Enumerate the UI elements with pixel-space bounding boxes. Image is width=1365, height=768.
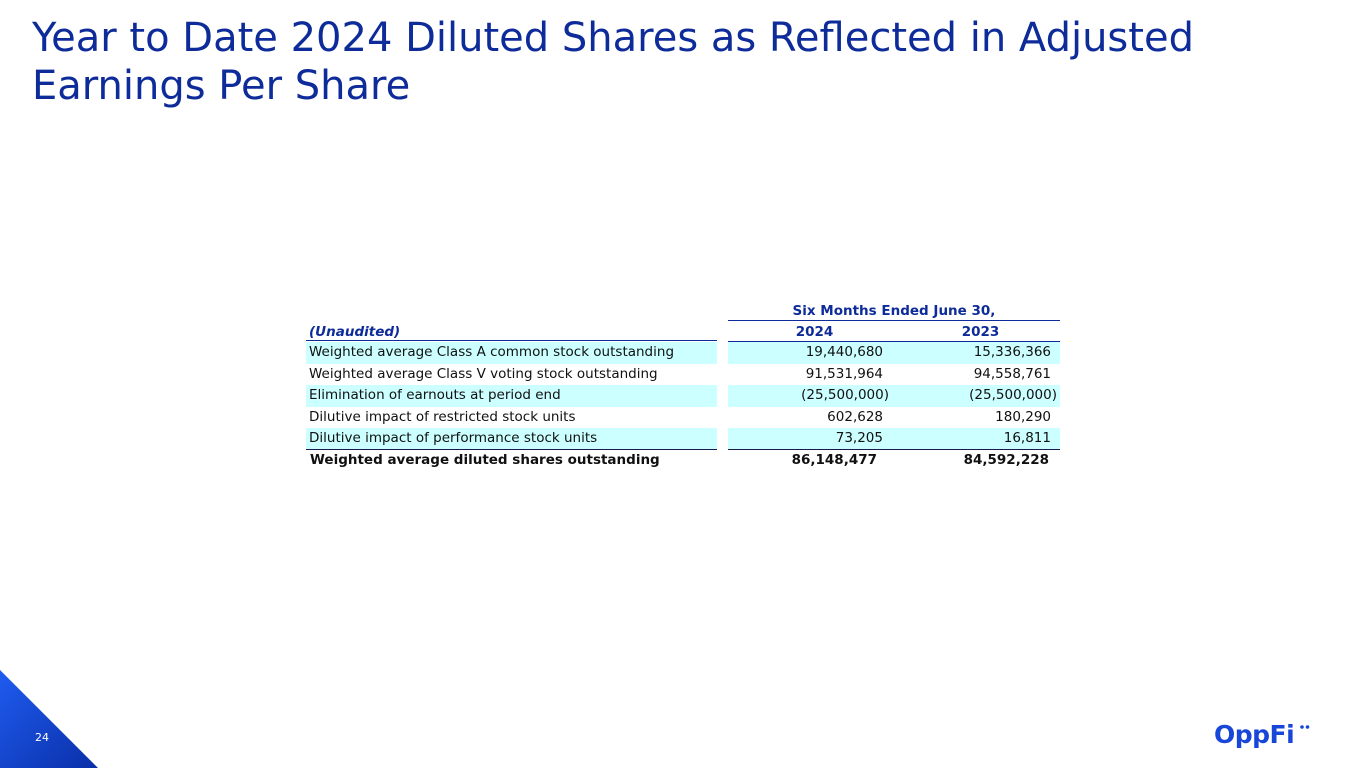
row-value-2024: 91,531,964 [805, 365, 883, 382]
table-row: Weighted average Class A common stock ou… [306, 342, 1060, 364]
year-header-2024: 2024 [728, 321, 901, 342]
total-label: Weighted average diluted shares outstand… [310, 451, 660, 468]
table-body: Weighted average Class A common stock ou… [306, 342, 1060, 471]
slide-title: Year to Date 2024 Diluted Shares as Refl… [32, 15, 1194, 109]
row-label: Elimination of earnouts at period end [306, 385, 717, 407]
row-value-2024: (25,500,000) [728, 385, 901, 407]
logo-dots-icon [1300, 725, 1310, 729]
row-label: Dilutive impact of restricted stock unit… [309, 408, 576, 425]
row-value-2024: 73,205 [728, 428, 901, 450]
unaudited-label: (Unaudited) [306, 321, 717, 341]
row-value-2024: 602,628 [827, 408, 883, 425]
row-label: Weighted average Class A common stock ou… [306, 342, 717, 364]
total-value-2023: 84,592,228 [963, 451, 1049, 468]
row-label: Dilutive impact of performance stock uni… [306, 428, 717, 450]
row-value-2023: (25,500,000) [901, 385, 1060, 407]
row-value-2024: 19,440,680 [728, 342, 901, 364]
table-row: Elimination of earnouts at period end (2… [306, 385, 1060, 407]
page-number: 24 [35, 731, 49, 744]
table-header-row: (Unaudited) 2024 2023 [306, 321, 1060, 342]
row-value-2023: 15,336,366 [901, 342, 1060, 364]
total-row: Weighted average diluted shares outstand… [306, 450, 1060, 472]
oppfi-logo: OppFi [1214, 720, 1310, 752]
logo-text: OppFi [1214, 720, 1295, 749]
period-header: Six Months Ended June 30, [728, 300, 1060, 321]
row-label: Weighted average Class V voting stock ou… [309, 365, 658, 382]
row-value-2023: 94,558,761 [973, 365, 1051, 382]
row-value-2023: 180,290 [995, 408, 1051, 425]
table-row: Weighted average Class V voting stock ou… [306, 364, 1060, 386]
table-row: Dilutive impact of restricted stock unit… [306, 407, 1060, 429]
row-value-2023: 16,811 [901, 428, 1060, 450]
total-value-2024: 86,148,477 [791, 451, 877, 468]
year-header-2023: 2023 [901, 321, 1060, 342]
corner-decoration [0, 670, 98, 768]
table-row: Dilutive impact of performance stock uni… [306, 428, 1060, 450]
